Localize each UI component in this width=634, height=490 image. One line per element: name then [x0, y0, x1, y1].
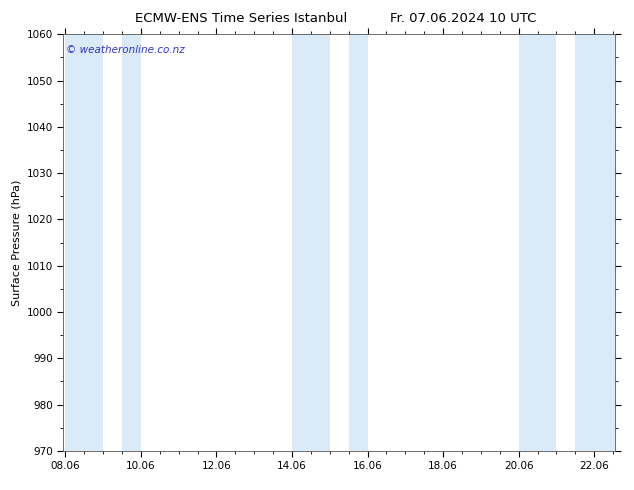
- Bar: [349, 34, 368, 451]
- Bar: [519, 34, 557, 451]
- Text: Fr. 07.06.2024 10 UTC: Fr. 07.06.2024 10 UTC: [390, 12, 536, 25]
- Y-axis label: Surface Pressure (hPa): Surface Pressure (hPa): [11, 179, 21, 306]
- Text: © weatheronline.co.nz: © weatheronline.co.nz: [66, 45, 185, 55]
- Bar: [65, 34, 103, 451]
- Bar: [292, 34, 330, 451]
- Text: ECMW-ENS Time Series Istanbul: ECMW-ENS Time Series Istanbul: [135, 12, 347, 25]
- Bar: [575, 34, 615, 451]
- Bar: [122, 34, 141, 451]
